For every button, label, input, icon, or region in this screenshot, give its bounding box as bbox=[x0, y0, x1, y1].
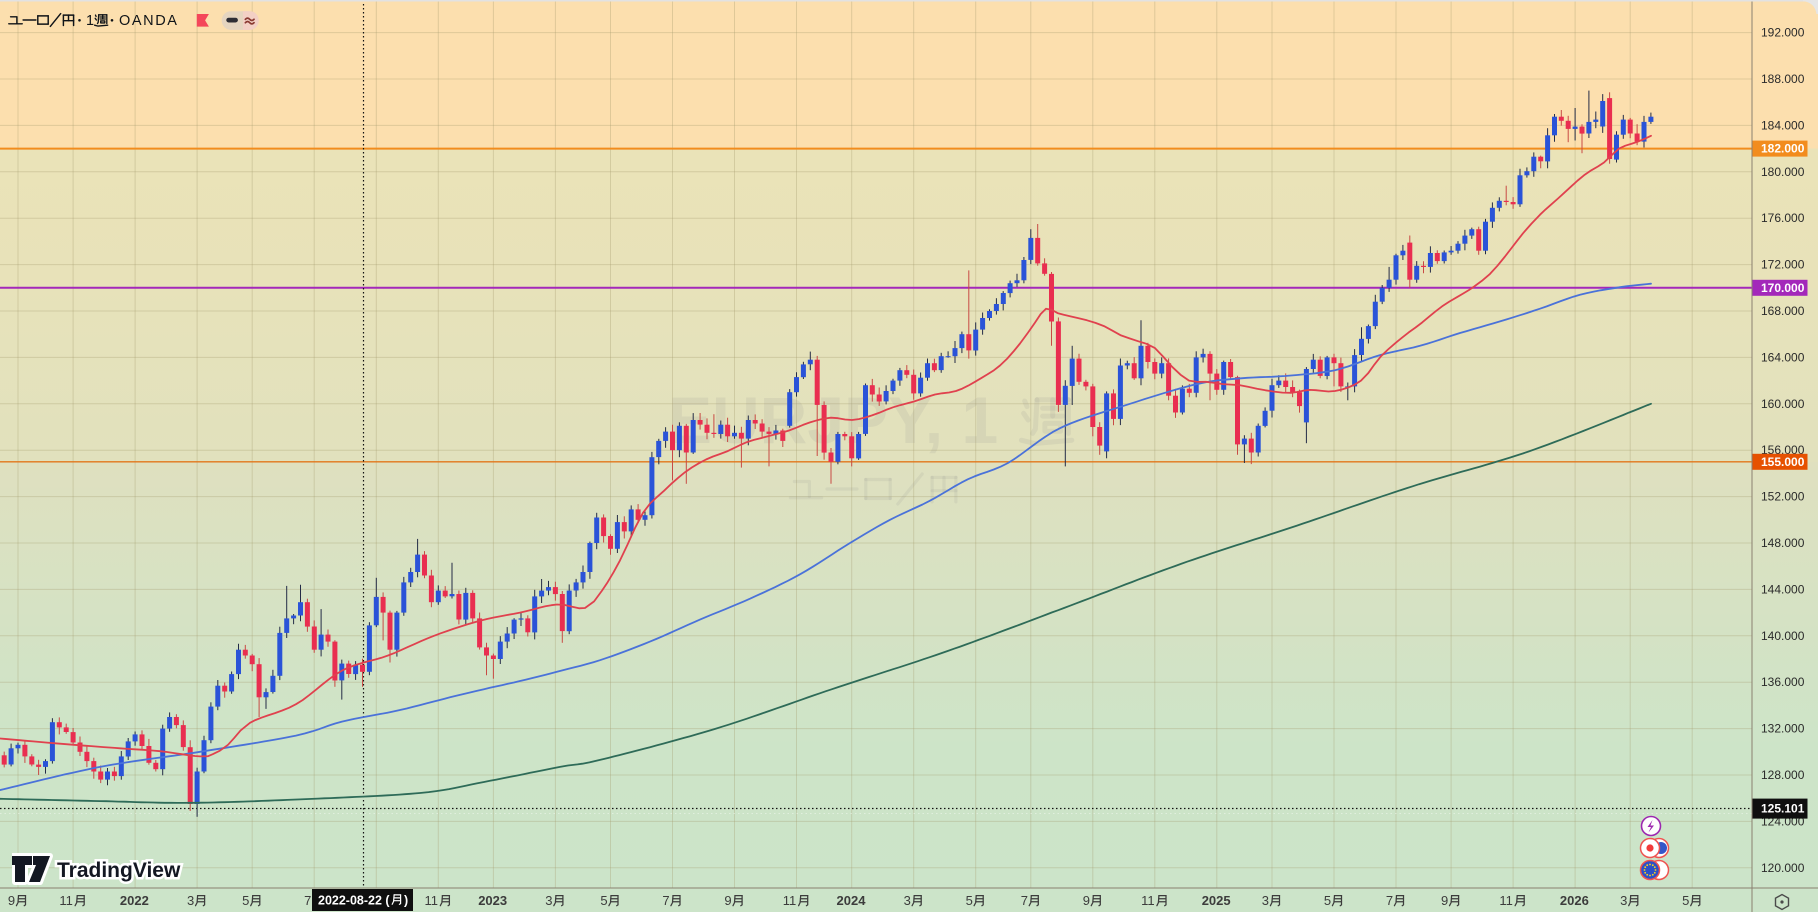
svg-text:5: 5 bbox=[242, 893, 249, 908]
svg-text:156.000: 156.000 bbox=[1761, 443, 1805, 457]
svg-text:7: 7 bbox=[1021, 893, 1028, 908]
svg-text:2024: 2024 bbox=[837, 893, 867, 908]
svg-text:2023: 2023 bbox=[478, 893, 507, 908]
svg-text:5: 5 bbox=[1682, 893, 1689, 908]
svg-text:176.000: 176.000 bbox=[1761, 211, 1805, 225]
svg-text:9: 9 bbox=[724, 893, 731, 908]
svg-text:11: 11 bbox=[425, 893, 439, 908]
svg-text:164.000: 164.000 bbox=[1761, 350, 1805, 364]
svg-text:3: 3 bbox=[1262, 893, 1269, 908]
svg-text:120.000: 120.000 bbox=[1761, 861, 1805, 875]
svg-text:3: 3 bbox=[187, 893, 194, 908]
svg-text:2026: 2026 bbox=[1560, 893, 1589, 908]
svg-text:155.000: 155.000 bbox=[1761, 455, 1805, 469]
svg-text:2022: 2022 bbox=[120, 893, 149, 908]
svg-text:188.000: 188.000 bbox=[1761, 72, 1805, 86]
svg-text:11: 11 bbox=[1141, 893, 1155, 908]
svg-text:184.000: 184.000 bbox=[1761, 118, 1805, 132]
svg-text:1: 1 bbox=[86, 13, 94, 29]
svg-text:5: 5 bbox=[966, 893, 973, 908]
svg-text:132.000: 132.000 bbox=[1761, 722, 1805, 736]
svg-text:192.000: 192.000 bbox=[1761, 26, 1805, 40]
svg-text:160.000: 160.000 bbox=[1761, 397, 1805, 411]
svg-text:9: 9 bbox=[1441, 893, 1448, 908]
svg-text:5: 5 bbox=[600, 893, 607, 908]
svg-text:11: 11 bbox=[1499, 893, 1513, 908]
svg-text:2022-08-22 (: 2022-08-22 ( bbox=[318, 894, 390, 908]
svg-text:2025: 2025 bbox=[1202, 893, 1231, 908]
svg-text:3: 3 bbox=[1620, 893, 1627, 908]
svg-text:152.000: 152.000 bbox=[1761, 490, 1805, 504]
svg-text:OANDA: OANDA bbox=[119, 13, 179, 29]
svg-text:TradingView: TradingView bbox=[57, 859, 181, 882]
svg-text:125.101: 125.101 bbox=[1761, 802, 1805, 816]
svg-text:3: 3 bbox=[904, 893, 911, 908]
svg-text:180.000: 180.000 bbox=[1761, 165, 1805, 179]
svg-text:9: 9 bbox=[1083, 893, 1090, 908]
svg-text:128.000: 128.000 bbox=[1761, 768, 1805, 782]
svg-text:7: 7 bbox=[1386, 893, 1393, 908]
svg-text:170.000: 170.000 bbox=[1761, 281, 1805, 295]
svg-text:EURJPY, 1: EURJPY, 1 bbox=[668, 383, 998, 457]
svg-text:168.000: 168.000 bbox=[1761, 304, 1805, 318]
svg-text:7: 7 bbox=[304, 893, 311, 908]
svg-text:11: 11 bbox=[59, 893, 73, 908]
svg-text:11: 11 bbox=[783, 893, 797, 908]
svg-text:7: 7 bbox=[662, 893, 669, 908]
svg-text:182.000: 182.000 bbox=[1761, 142, 1805, 156]
svg-text:): ) bbox=[404, 894, 408, 908]
svg-text:144.000: 144.000 bbox=[1761, 582, 1805, 596]
svg-text:136.000: 136.000 bbox=[1761, 675, 1805, 689]
svg-text:148.000: 148.000 bbox=[1761, 536, 1805, 550]
svg-text:172.000: 172.000 bbox=[1761, 258, 1805, 272]
svg-text:3: 3 bbox=[545, 893, 552, 908]
svg-text:9: 9 bbox=[8, 893, 15, 908]
svg-text:5: 5 bbox=[1324, 893, 1331, 908]
svg-text:140.000: 140.000 bbox=[1761, 629, 1805, 643]
